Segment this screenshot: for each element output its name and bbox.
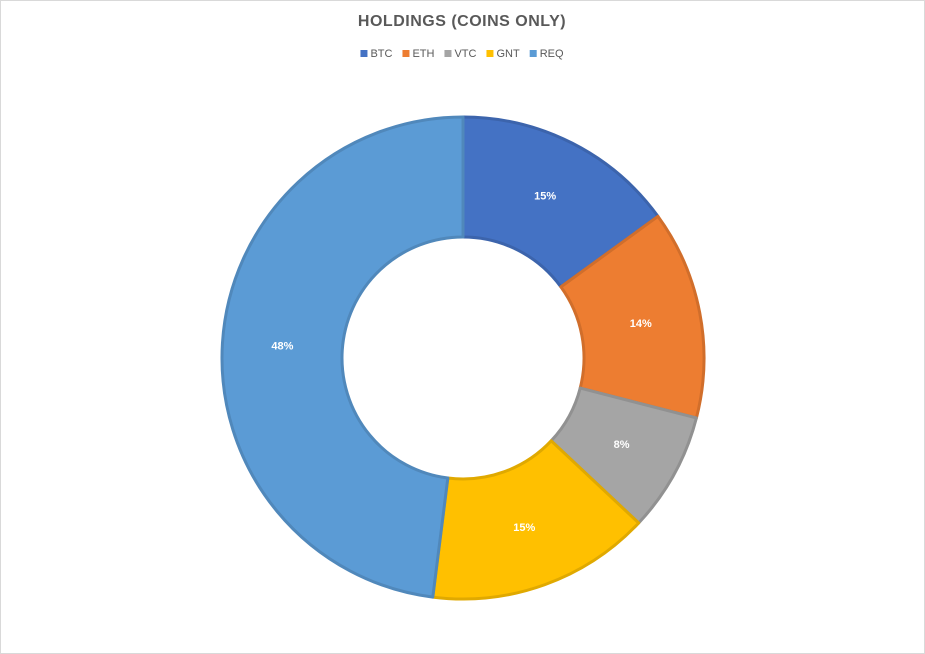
donut-segment <box>431 439 641 601</box>
chart-title: HOLDINGS (COINS ONLY) <box>358 13 566 30</box>
legend-swatch <box>529 50 537 57</box>
legend-label: GNT <box>496 48 520 60</box>
data-label: 14% <box>630 318 652 330</box>
donut-segment <box>559 214 706 420</box>
legend-swatch <box>486 50 494 57</box>
legend-swatch <box>360 50 368 57</box>
donut-segment <box>220 115 465 599</box>
legend-label: BTC <box>370 48 392 60</box>
donut-segment <box>461 115 660 289</box>
data-label: 48% <box>271 341 293 353</box>
legend-swatch <box>444 50 452 57</box>
data-label: 15% <box>534 191 556 203</box>
legend-label: REQ <box>540 48 564 60</box>
data-label: 15% <box>513 522 535 534</box>
legend-label: VTC <box>454 48 476 60</box>
data-label: 8% <box>614 439 630 451</box>
legend-label: ETH <box>412 48 434 60</box>
legend-swatch <box>402 50 410 57</box>
